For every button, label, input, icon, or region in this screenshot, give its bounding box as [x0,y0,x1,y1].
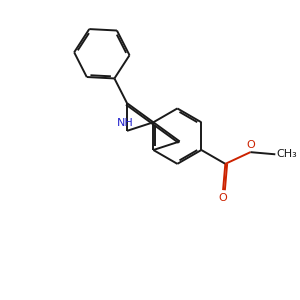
Text: O: O [247,140,255,150]
Text: NH: NH [117,118,134,128]
Text: CH₃: CH₃ [277,149,297,159]
Text: O: O [219,193,227,202]
